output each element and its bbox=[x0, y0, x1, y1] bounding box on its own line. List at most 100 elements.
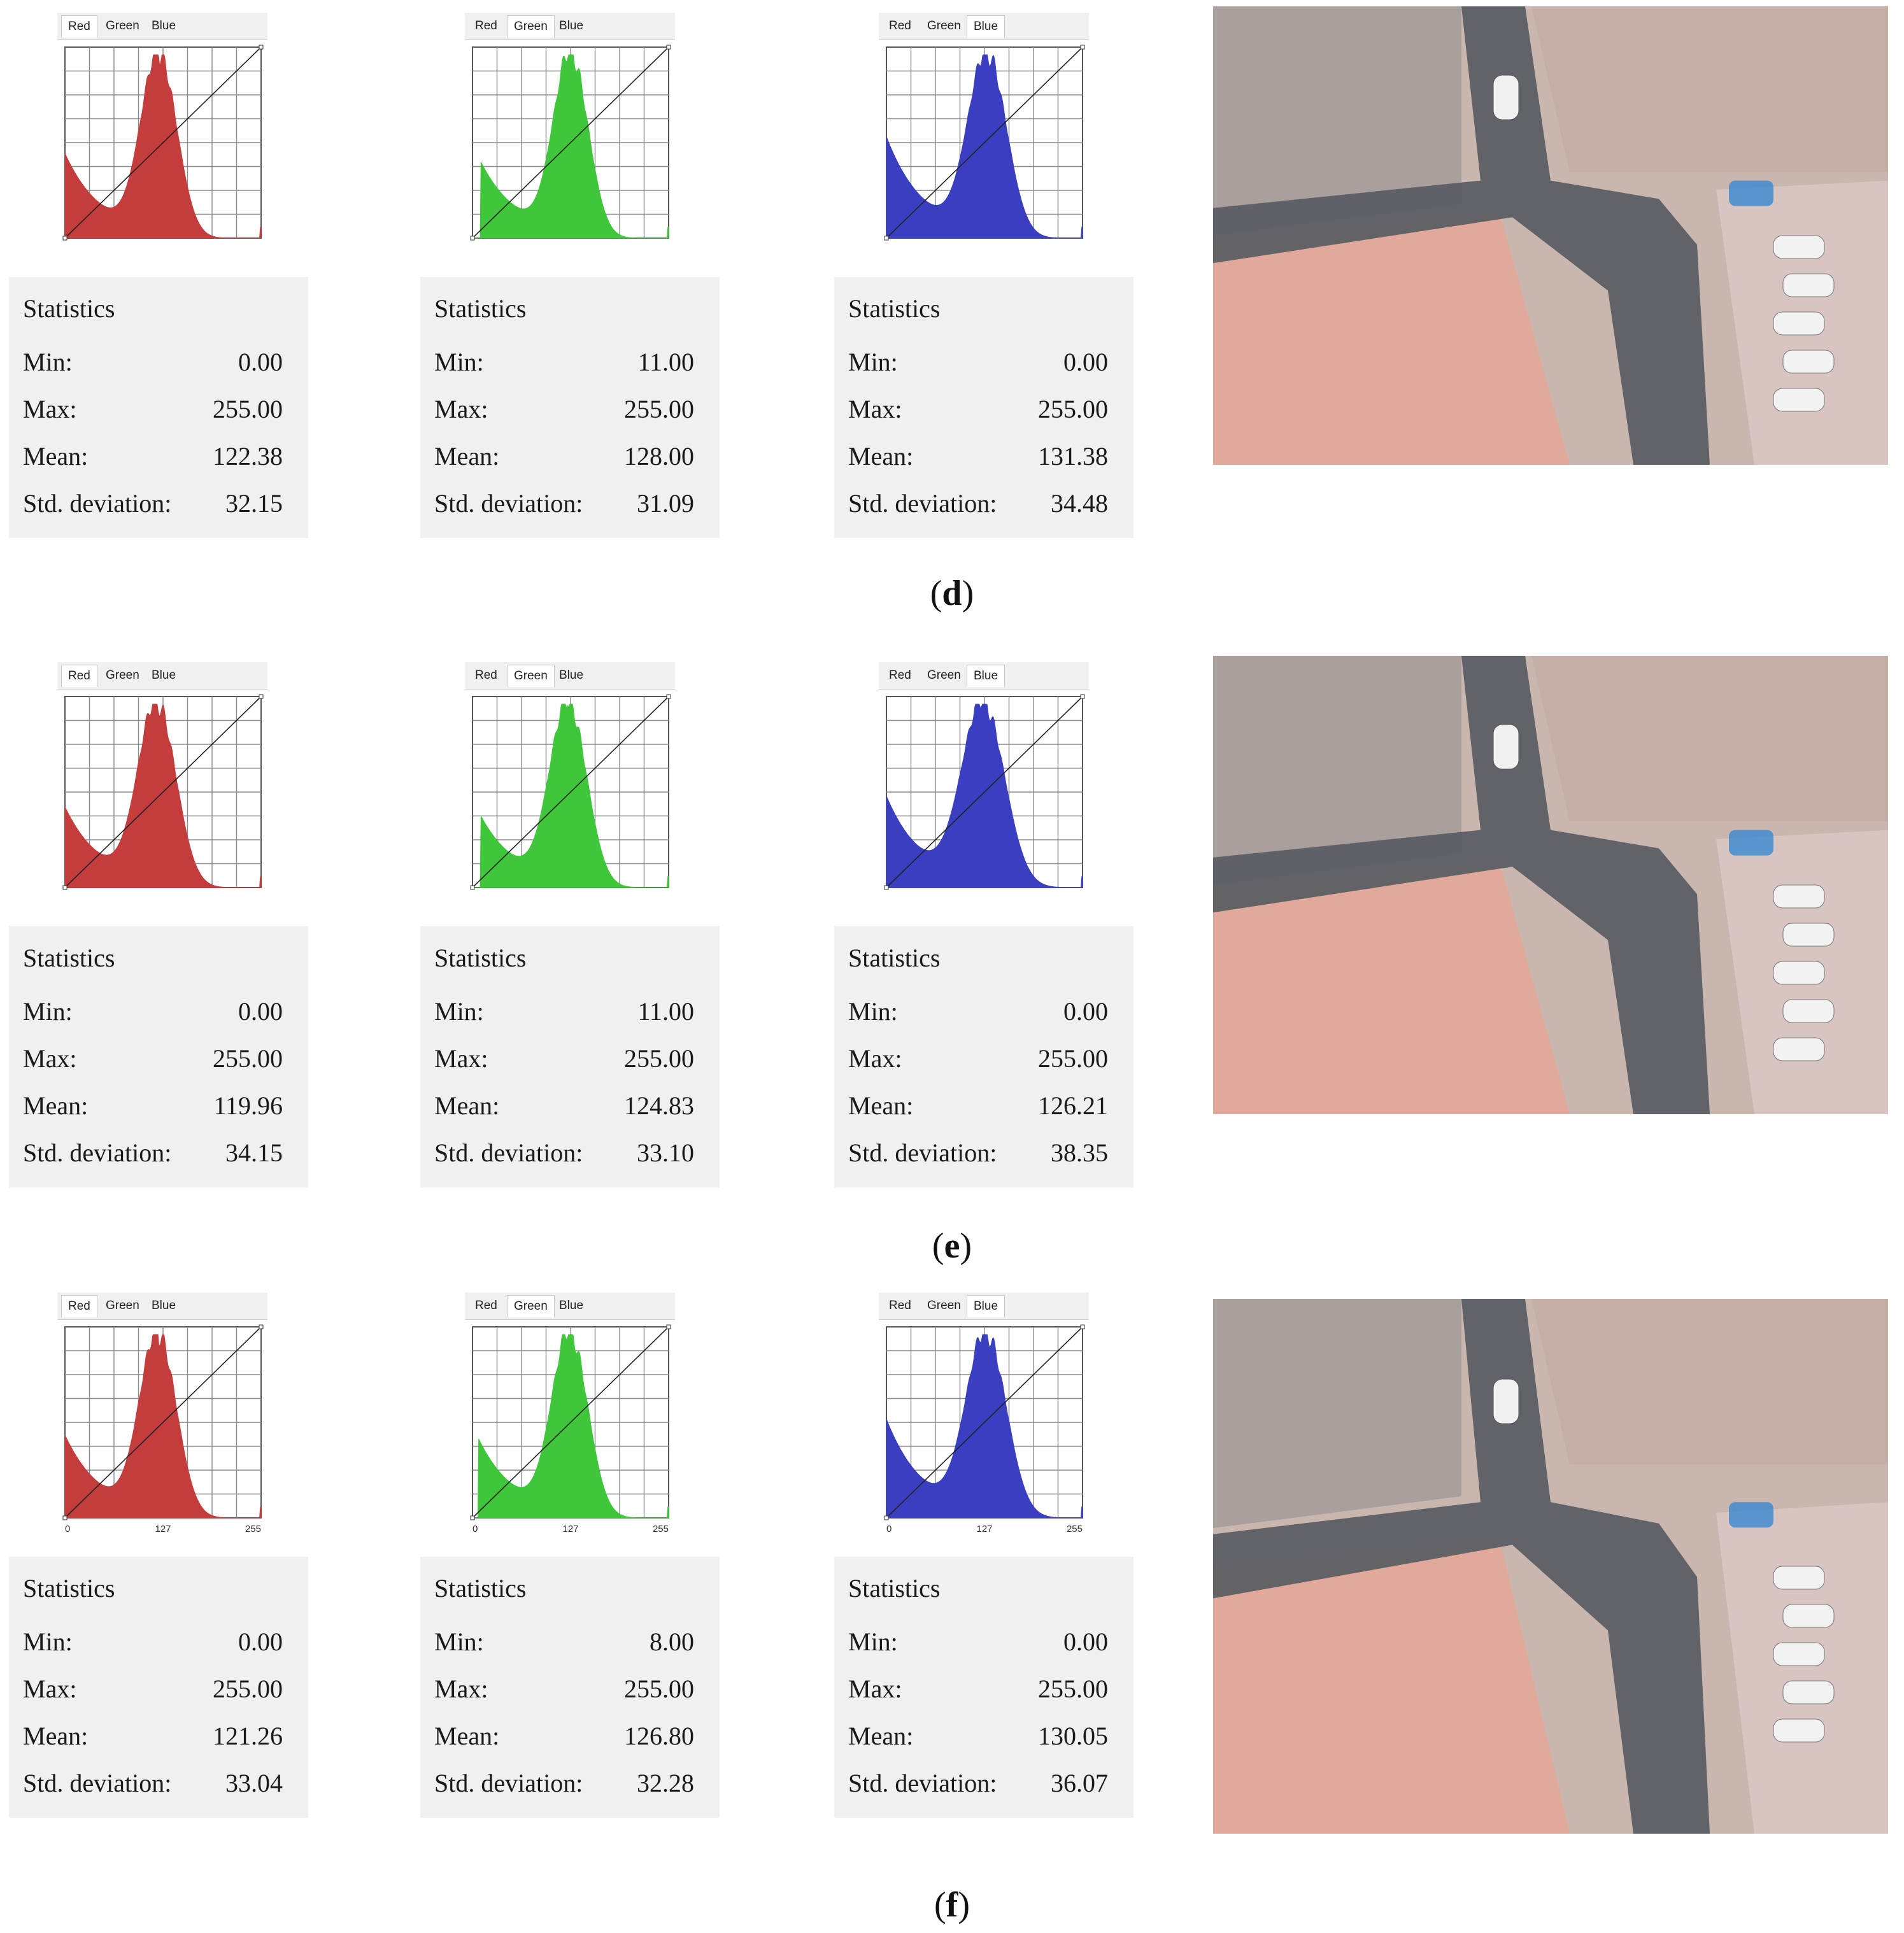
curve-handle-high bbox=[259, 1324, 264, 1329]
stat-label-min: Min: bbox=[434, 348, 484, 376]
tab-red[interactable]: Red bbox=[61, 665, 97, 687]
histogram-area-blue bbox=[886, 1334, 1083, 1519]
stat-label-std: Std. deviation: bbox=[434, 1138, 583, 1167]
stat-value-min: 0.00 bbox=[1063, 1627, 1108, 1656]
parked-car bbox=[1782, 923, 1835, 947]
tab-blue[interactable]: Blue bbox=[152, 19, 176, 32]
statistics-box-green: Statistics Min: 11.00 Max: 255.00 Mean: 124.83… bbox=[420, 926, 720, 1187]
statistics-title: Statistics bbox=[23, 1574, 115, 1603]
histogram-panel-blue: Red Green Blue 0 127 255 bbox=[879, 1292, 1089, 1534]
tab-green[interactable]: Green bbox=[927, 19, 961, 32]
histogram-chart bbox=[884, 45, 1085, 241]
stat-row-max: Max: 255.00 bbox=[434, 394, 694, 426]
curve-handle-low bbox=[470, 236, 475, 241]
stat-row-mean: Mean: 126.80 bbox=[434, 1721, 694, 1753]
tab-green[interactable]: Green bbox=[927, 669, 961, 682]
tab-green[interactable]: Green bbox=[507, 15, 555, 38]
parked-car bbox=[1782, 1680, 1835, 1704]
stat-label-std: Std. deviation: bbox=[848, 489, 997, 518]
stat-label-max: Max: bbox=[434, 1044, 488, 1073]
histogram-panel-red: Red Green Blue 0 127 255 bbox=[57, 1292, 267, 1534]
stat-row-min: Min: 0.00 bbox=[848, 1627, 1108, 1659]
histogram-area-red bbox=[64, 704, 262, 888]
tab-blue[interactable]: Blue bbox=[559, 669, 584, 682]
tab-red[interactable]: Red bbox=[475, 669, 497, 682]
parked-car bbox=[1773, 1037, 1825, 1061]
roof-top-right bbox=[1531, 6, 1888, 172]
tab-green[interactable]: Green bbox=[106, 1299, 139, 1312]
histogram-chart: 0 127 255 bbox=[470, 1324, 671, 1534]
axis-tick-label: 0 bbox=[472, 1524, 478, 1534]
tab-red[interactable]: Red bbox=[61, 1295, 97, 1317]
stat-value-max: 255.00 bbox=[1038, 1675, 1108, 1703]
tab-green[interactable]: Green bbox=[507, 1295, 555, 1317]
statistics-title: Statistics bbox=[434, 294, 527, 323]
stat-label-std: Std. deviation: bbox=[434, 1769, 583, 1797]
road-overlay bbox=[1213, 6, 1710, 465]
histogram-area-red bbox=[64, 54, 262, 239]
histogram-area-green bbox=[472, 54, 669, 239]
caption-letter: e bbox=[944, 1226, 960, 1266]
channel-tab-bar: Red Green Blue bbox=[57, 1292, 267, 1320]
tab-red[interactable]: Red bbox=[889, 1299, 911, 1312]
curve-handle-low bbox=[470, 1515, 475, 1520]
statistics-title: Statistics bbox=[23, 294, 115, 323]
curve-handle-high bbox=[259, 694, 264, 699]
stat-label-max: Max: bbox=[848, 395, 902, 423]
stat-value-std: 33.10 bbox=[637, 1138, 694, 1167]
tab-red[interactable]: Red bbox=[889, 19, 911, 32]
curve-diagonal bbox=[472, 46, 669, 239]
tab-green[interactable]: Green bbox=[927, 1299, 961, 1312]
curve-diagonal bbox=[64, 1326, 262, 1519]
tab-blue[interactable]: Blue bbox=[152, 669, 176, 682]
stat-row-std: Std. deviation: 38.35 bbox=[848, 1138, 1108, 1170]
stat-row-min: Min: 8.00 bbox=[434, 1627, 694, 1659]
parked-car bbox=[1782, 999, 1835, 1023]
stat-label-std: Std. deviation: bbox=[23, 1769, 172, 1797]
stat-row-max: Max: 255.00 bbox=[848, 1044, 1108, 1075]
roof-top-right bbox=[1531, 656, 1888, 821]
tab-green[interactable]: Green bbox=[106, 669, 139, 682]
aerial-photo-f bbox=[1213, 1299, 1888, 1834]
stat-value-max: 255.00 bbox=[624, 395, 694, 423]
tab-red[interactable]: Red bbox=[475, 19, 497, 32]
statistics-title: Statistics bbox=[23, 944, 115, 972]
tab-blue[interactable]: Blue bbox=[967, 1295, 1005, 1317]
tab-green[interactable]: Green bbox=[106, 19, 139, 32]
stat-label-min: Min: bbox=[848, 1627, 898, 1656]
stat-value-mean: 119.96 bbox=[213, 1091, 283, 1120]
curve-handle-high bbox=[666, 694, 671, 699]
tab-blue[interactable]: Blue bbox=[559, 19, 584, 32]
parked-car bbox=[1773, 961, 1825, 985]
stat-value-min: 0.00 bbox=[238, 997, 283, 1026]
parked-car bbox=[1773, 1566, 1825, 1590]
aerial-photo-image bbox=[1213, 6, 1888, 465]
tab-red[interactable]: Red bbox=[475, 1299, 497, 1312]
stat-label-std: Std. deviation: bbox=[848, 1138, 997, 1167]
tab-blue[interactable]: Blue bbox=[559, 1299, 584, 1312]
channel-tab-bar: Red Green Blue bbox=[879, 662, 1089, 690]
stat-row-min: Min: 0.00 bbox=[23, 1627, 283, 1659]
curve-handle-high bbox=[1080, 45, 1085, 50]
stat-row-mean: Mean: 128.00 bbox=[434, 441, 694, 473]
tab-red[interactable]: Red bbox=[61, 15, 97, 38]
car-on-road bbox=[1493, 1378, 1519, 1424]
parked-car bbox=[1773, 884, 1825, 909]
stat-label-min: Min: bbox=[23, 997, 73, 1026]
stat-value-min: 11.00 bbox=[637, 348, 694, 376]
tab-blue[interactable]: Blue bbox=[152, 1299, 176, 1312]
stat-row-min: Min: 0.00 bbox=[23, 996, 283, 1028]
tab-green[interactable]: Green bbox=[507, 665, 555, 687]
stat-value-min: 0.00 bbox=[238, 1627, 283, 1656]
stat-label-min: Min: bbox=[23, 1627, 73, 1656]
stat-value-std: 36.07 bbox=[1051, 1769, 1108, 1797]
tab-red[interactable]: Red bbox=[889, 669, 911, 682]
parked-car bbox=[1782, 350, 1835, 374]
stat-label-mean: Mean: bbox=[848, 1091, 914, 1120]
tab-blue[interactable]: Blue bbox=[967, 15, 1005, 38]
tab-blue[interactable]: Blue bbox=[967, 665, 1005, 687]
roof-top-left bbox=[1213, 656, 1461, 885]
stat-value-min: 0.00 bbox=[238, 348, 283, 376]
histogram-panel-red: Red Green Blue bbox=[57, 13, 267, 255]
statistics-box-blue: Statistics Min: 0.00 Max: 255.00 Mean: 131.38 S… bbox=[834, 277, 1133, 538]
